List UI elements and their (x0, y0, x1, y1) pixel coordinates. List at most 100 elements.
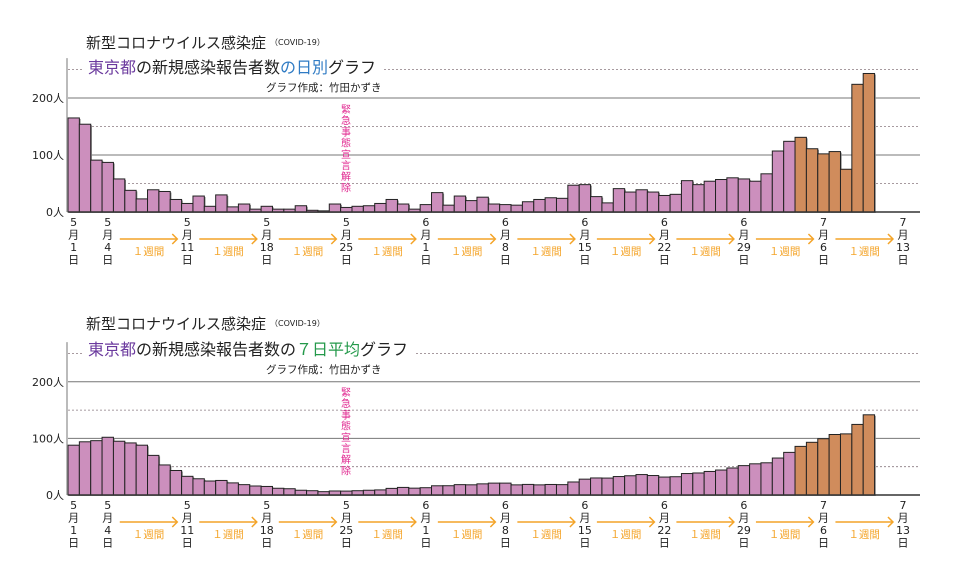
bar (487, 203, 501, 213)
bar (192, 195, 205, 213)
bar (817, 438, 830, 496)
x-tick-label: 5 月 11 日 (180, 499, 194, 550)
week-label: １週間 (530, 529, 562, 541)
bar (578, 478, 592, 496)
bar (726, 177, 739, 213)
bar (590, 196, 603, 213)
bar (839, 168, 853, 213)
bar (760, 173, 773, 213)
bar (169, 469, 183, 496)
bar (521, 201, 535, 213)
bar (78, 441, 92, 496)
week-label: １週間 (689, 246, 721, 258)
chart2-title: 新型コロナウイルス感染症 （COVID-19） (86, 313, 329, 334)
bar (453, 484, 467, 496)
bar (90, 440, 103, 496)
bar (158, 464, 171, 496)
bar (851, 83, 864, 213)
week-label: １週間 (292, 529, 324, 541)
bar (374, 202, 387, 213)
bar (169, 198, 183, 213)
bar (67, 117, 80, 213)
bar (431, 485, 444, 496)
week-label: １週間 (610, 246, 642, 258)
x-tick-label: 5 月 18 日 (260, 499, 274, 550)
arrow-head-icon (728, 516, 735, 528)
bar (215, 194, 228, 213)
bar (147, 454, 160, 496)
arrow-head-icon (648, 233, 656, 245)
bar (624, 191, 637, 213)
arrow-head-icon (887, 516, 895, 528)
annotation-label: 緊急事態宣言解除 (341, 387, 351, 477)
bar (703, 470, 717, 496)
bar (90, 159, 103, 213)
bar (612, 188, 626, 213)
x-tick-label: 5 月 25 日 (339, 499, 353, 550)
bar (578, 184, 592, 213)
bar (499, 204, 512, 213)
bar (794, 136, 807, 213)
bar (783, 140, 796, 213)
arrow-head-icon (410, 233, 417, 245)
bar (294, 205, 308, 213)
bar (351, 205, 364, 213)
bar (749, 180, 762, 213)
chart2-credit: グラフ作成：竹田かずき (266, 364, 382, 376)
bar (226, 482, 239, 496)
week-label: １週間 (212, 246, 244, 258)
bar (817, 153, 830, 213)
bar (510, 204, 523, 213)
bar (555, 197, 569, 213)
annotation-label: 緊急事態宣言解除 (341, 104, 351, 194)
arrow-head-icon (251, 516, 258, 528)
bar (328, 203, 342, 213)
x-tick-label: 6 月 15 日 (578, 499, 592, 550)
bar (510, 484, 523, 496)
chart1-title: 新型コロナウイルス感染症 （COVID-19） (86, 32, 329, 53)
bar (431, 192, 444, 213)
arrow-head-icon (807, 516, 815, 528)
arrow-head-icon (330, 233, 338, 245)
y-tick-label: 0人 (46, 206, 64, 219)
bar (737, 465, 751, 496)
week-label: １週間 (451, 246, 483, 258)
bar (101, 161, 114, 213)
bar (635, 474, 648, 496)
bar (680, 180, 694, 213)
bar (635, 189, 648, 213)
bar (249, 485, 262, 496)
bar (533, 484, 546, 496)
week-label: １週間 (133, 529, 165, 541)
arrow-head-icon (887, 233, 895, 245)
bar (499, 482, 512, 496)
bar (396, 486, 410, 496)
bar (805, 148, 819, 213)
bar (181, 202, 194, 213)
bar (862, 414, 876, 496)
bar (828, 433, 841, 496)
bar (374, 489, 387, 496)
bar (283, 488, 296, 496)
bar (646, 475, 660, 496)
arrow-head-icon (807, 233, 815, 245)
bar (260, 205, 273, 213)
chart1-credit: グラフ作成：竹田かずき (266, 82, 382, 94)
bar (715, 179, 728, 213)
bar (567, 481, 580, 496)
bar (862, 72, 876, 213)
bar (760, 462, 773, 496)
bar (203, 205, 217, 213)
bar (260, 485, 273, 496)
week-label: １週間 (610, 529, 642, 541)
chart1-subtitle: 東京都の新規感染報告者数の日別グラフ (84, 54, 383, 78)
week-label: １週間 (371, 529, 403, 541)
bar (465, 484, 478, 496)
bar (124, 442, 137, 496)
bar (839, 433, 853, 496)
